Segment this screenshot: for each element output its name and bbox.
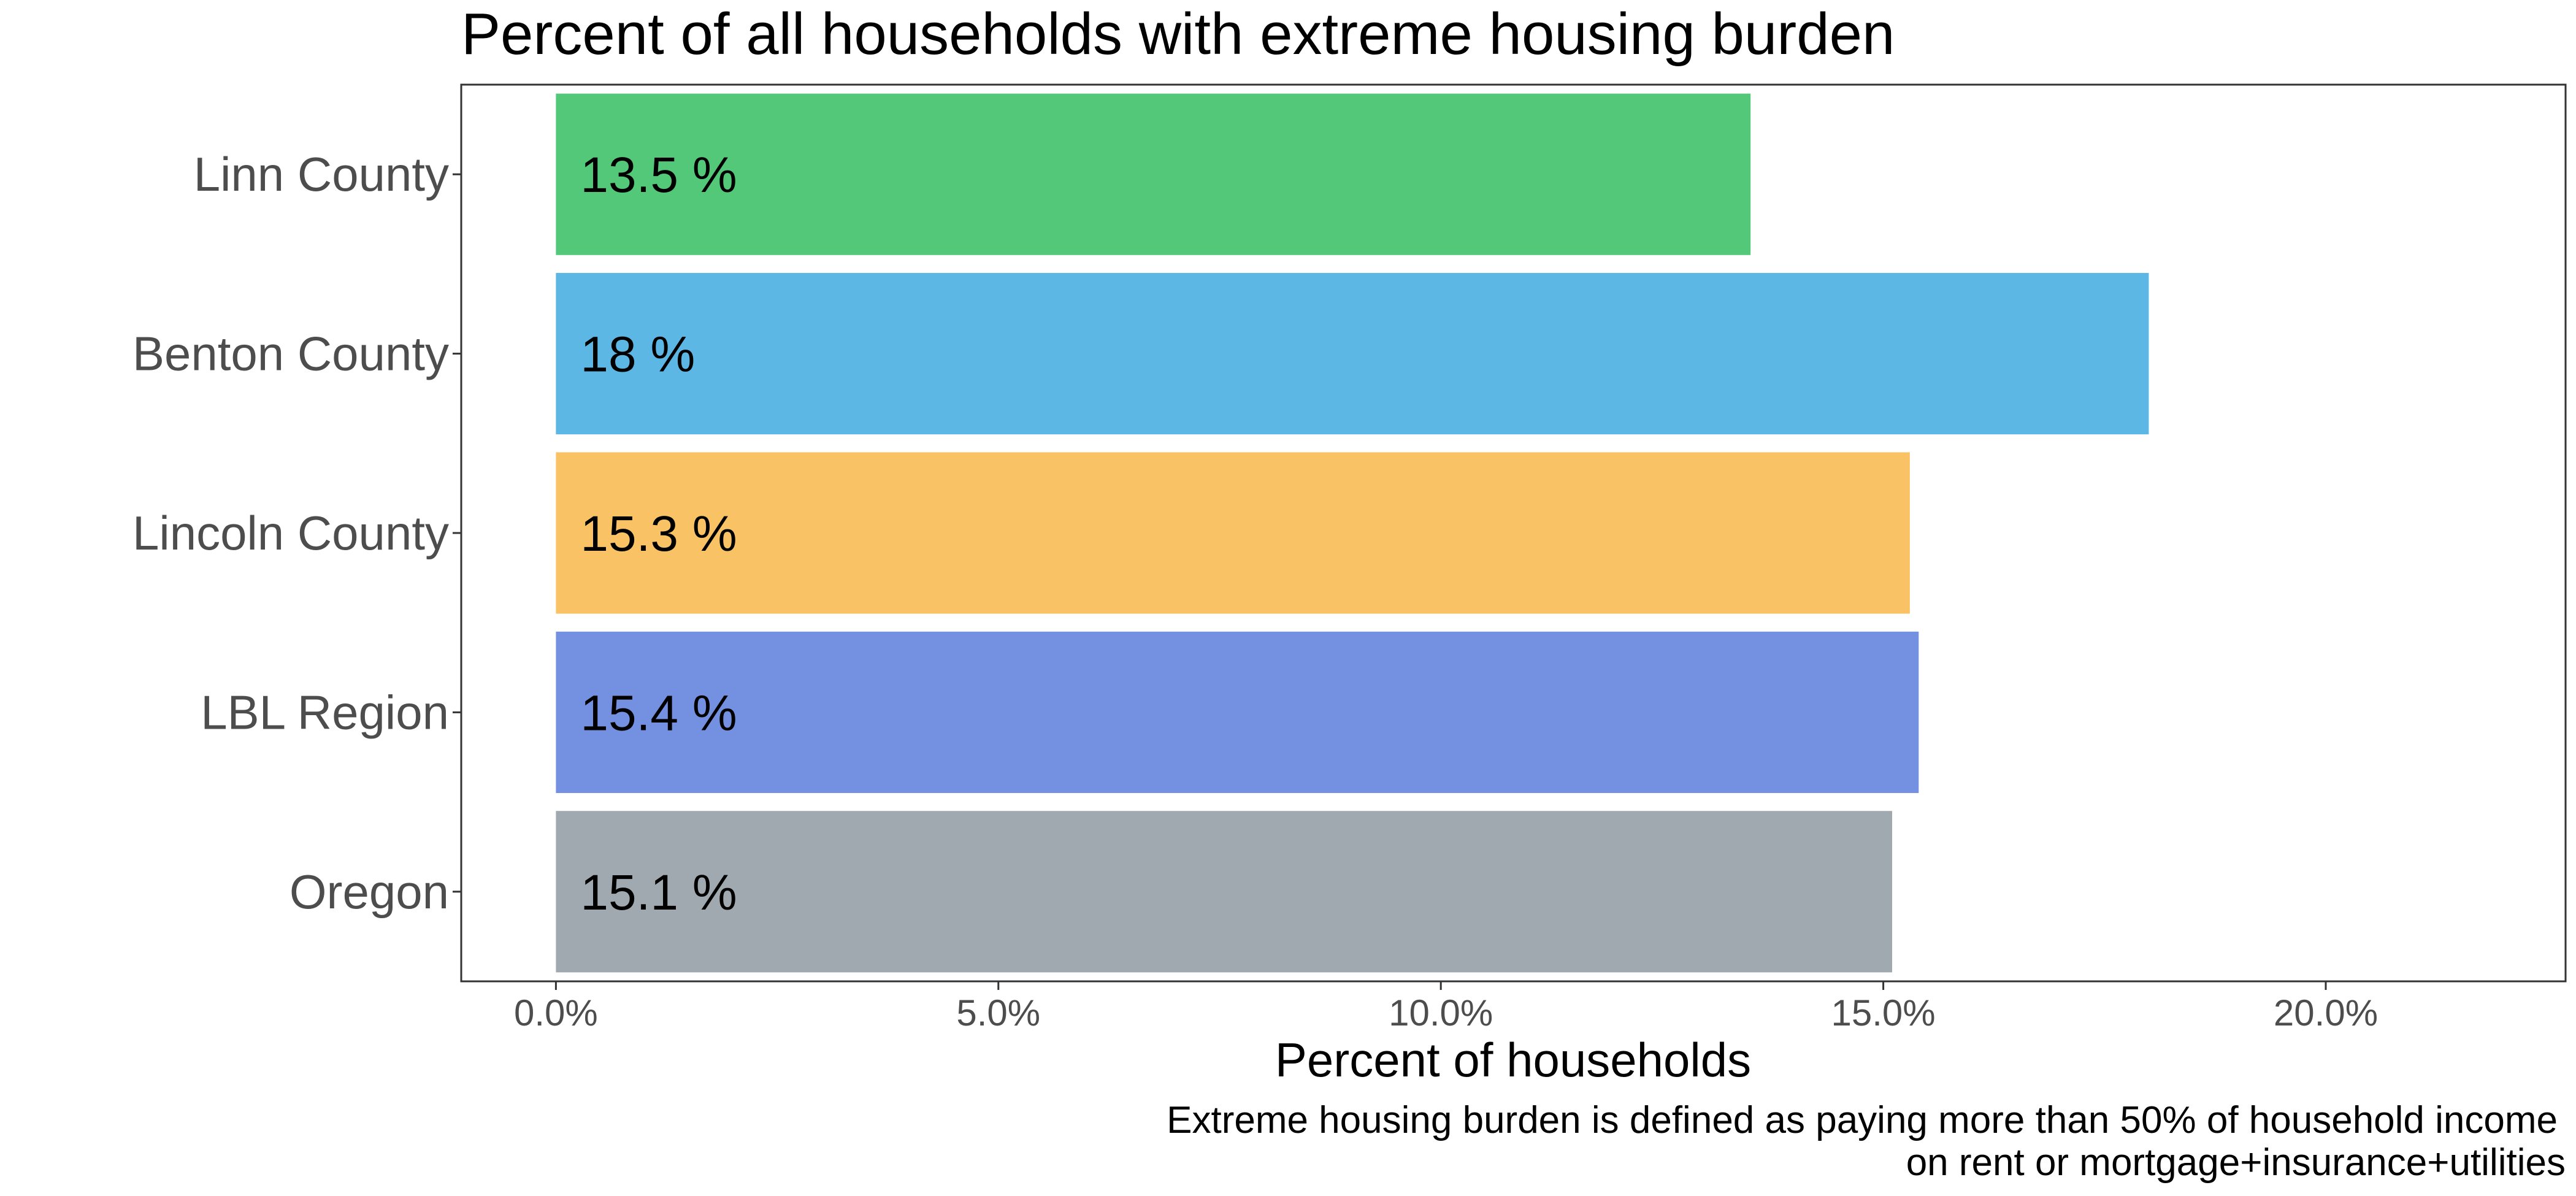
bar-lbl-region: [556, 631, 1919, 793]
x-tick-label-0: 0.0%: [514, 992, 598, 1033]
bar-lincoln-county: [556, 452, 1910, 614]
caption-line-1: Extreme housing burden is defined as pay…: [1167, 1099, 2558, 1141]
data-label-lbl-region: 15.4 %: [580, 685, 737, 741]
category-label-linn-county: Linn County: [194, 147, 449, 201]
chart-title: Percent of all households with extreme h…: [461, 1, 1895, 67]
caption-line-2: on rent or mortgage+insurance+utilities: [1906, 1141, 2566, 1184]
category-label-lincoln-county: Lincoln County: [132, 506, 449, 560]
x-tick-label-4: 20.0%: [2274, 992, 2378, 1033]
x-tick-label-1: 5.0%: [956, 992, 1040, 1033]
bars-group: 13.5 % 18 % 15.3 % 15.4 % 15.1 %: [556, 93, 2149, 973]
bar-benton-county: [556, 273, 2149, 435]
data-label-benton-county: 18 %: [580, 327, 695, 383]
category-label-lbl-region: LBL Region: [201, 685, 449, 739]
x-axis: 0.0% 5.0% 10.0% 15.0% 20.0%: [514, 981, 2378, 1033]
category-labels: Linn County Benton County Lincoln County LB…: [132, 147, 461, 919]
x-tick-label-2: 10.0%: [1389, 992, 1493, 1033]
data-label-lincoln-county: 15.3 %: [580, 506, 737, 562]
x-axis-label: Percent of households: [1275, 1033, 1751, 1087]
bar-linn-county: [556, 93, 1751, 255]
data-label-oregon: 15.1 %: [580, 865, 737, 921]
category-label-oregon: Oregon: [289, 865, 449, 919]
bar-oregon: [556, 811, 1893, 973]
data-label-linn-county: 13.5 %: [580, 147, 737, 203]
x-tick-label-3: 15.0%: [1831, 992, 1936, 1033]
category-label-benton-county: Benton County: [132, 327, 449, 381]
